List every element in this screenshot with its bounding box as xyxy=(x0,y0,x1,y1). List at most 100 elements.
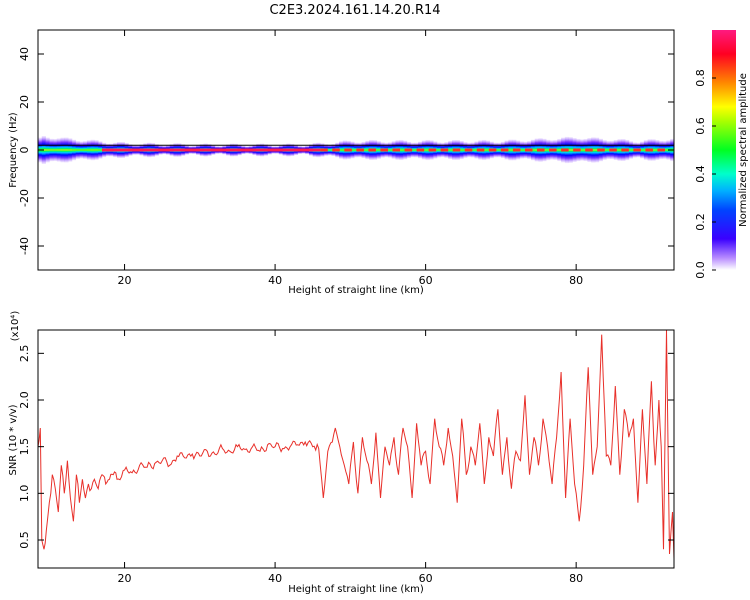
snr-panel: 20 40 60 80 0.5 1.0 1.5 2.0 2.5 Height of straig… xyxy=(8,311,675,595)
snr-ylabel: SNR (10 * v/v) xyxy=(8,404,19,475)
spectral-band-column xyxy=(410,142,415,158)
snr-ytick-label: 2.0 xyxy=(18,391,31,409)
spectral-band-column xyxy=(45,137,50,163)
spectral-band-column xyxy=(339,141,344,159)
spectral-band-column xyxy=(530,139,536,161)
spectral-peak-segment xyxy=(621,148,629,152)
spectral-peak-segment xyxy=(573,148,581,152)
spectrogram-xtick-label: 80 xyxy=(569,274,583,287)
spectral-band-column xyxy=(83,141,88,159)
spectral-band-column xyxy=(651,139,656,161)
spectral-band-column xyxy=(557,138,562,162)
spectral-band xyxy=(38,135,675,165)
spectral-band-column xyxy=(350,141,355,159)
spectral-band-column xyxy=(655,140,660,160)
colorbar-tick-label: 0.8 xyxy=(694,69,707,87)
spectral-band-column xyxy=(628,141,633,159)
colorbar-tick-label: 0.0 xyxy=(694,261,707,279)
spectral-band-column xyxy=(71,139,77,161)
spectral-peak-segment xyxy=(657,148,665,152)
spectral-band-column xyxy=(470,142,475,158)
spectral-peak-segment xyxy=(368,148,376,152)
spectral-band-column xyxy=(68,138,73,162)
spectral-peak-segment xyxy=(464,148,473,152)
spectral-peak-segment xyxy=(404,148,413,152)
snr-ytick-label: 2.5 xyxy=(18,345,31,363)
snr-ytick-label: 1.5 xyxy=(18,438,31,456)
spectral-peak-segment xyxy=(537,148,545,152)
spectral-band-column xyxy=(436,142,442,158)
spectral-band-column xyxy=(365,140,370,160)
spectral-peak-segment xyxy=(561,148,569,152)
spectral-band-column xyxy=(459,140,464,160)
spectral-peak-segment xyxy=(524,148,533,152)
spectral-band-column xyxy=(98,141,103,159)
colorbar-ticks: 0.0 0.2 0.4 0.6 0.8 xyxy=(694,69,716,279)
spectral-band-column xyxy=(399,139,404,161)
snr-series-line xyxy=(37,329,675,559)
spectrogram-ytick-label: 0 xyxy=(18,147,31,154)
spectral-band-column xyxy=(617,139,622,161)
spectral-peak-segment xyxy=(500,148,509,152)
spectral-peak-ridge xyxy=(101,148,321,152)
spectral-peak-segment xyxy=(344,148,352,152)
colorbar-tick-label: 0.6 xyxy=(694,117,707,135)
spectral-band-column xyxy=(579,139,585,161)
spectrogram-xtick-label: 60 xyxy=(419,274,433,287)
spectral-band-column xyxy=(568,137,573,163)
snr-xlabel: Height of straight line (km) xyxy=(288,584,424,595)
spectral-band-column xyxy=(90,139,95,161)
spectrogram-xtick-label: 20 xyxy=(118,274,132,287)
spectral-peak-segment xyxy=(440,148,449,152)
spectral-peak-segment xyxy=(633,148,641,152)
snr-xtick-label: 40 xyxy=(268,572,282,585)
spectral-peak-segment xyxy=(416,148,425,152)
snr-xtick-label: 60 xyxy=(419,572,433,585)
spectrogram-panel: 20 40 60 80 40 20 0 -20 -40 Height of straight l… xyxy=(8,29,675,296)
spectral-peak-segment xyxy=(476,148,485,152)
spectrogram-ylabel: Frequency (Hz) xyxy=(8,112,19,188)
snr-ytick-label: 1.0 xyxy=(18,485,31,503)
snr-yunit: (x10⁴) xyxy=(10,311,21,342)
spectral-band-column xyxy=(425,139,430,161)
spectral-band-column xyxy=(519,141,524,159)
spectral-peak-segment xyxy=(488,148,497,152)
snr-frame xyxy=(37,329,675,569)
spectrogram-ytick-label: 20 xyxy=(18,95,31,109)
spectrogram-xlabel: Height of straight line (km) xyxy=(288,285,424,296)
spectral-band-column xyxy=(75,141,80,159)
spectrogram-ytick-label: -40 xyxy=(18,237,31,255)
spectrogram-ticks: 20 40 60 80 40 20 0 -20 -40 xyxy=(18,30,674,287)
colorbar-tick-label: 0.4 xyxy=(694,165,707,183)
spectral-band-column xyxy=(56,138,61,162)
snr-xtick-label: 80 xyxy=(569,572,583,585)
snr-xtick-label: 20 xyxy=(118,572,132,585)
spectral-band-column xyxy=(376,141,381,159)
spectral-band-column xyxy=(606,140,611,160)
spectral-band-column xyxy=(60,137,65,163)
spectral-band-column xyxy=(414,142,419,158)
spectral-peak-segment xyxy=(320,148,328,152)
spectral-band-column xyxy=(79,141,84,159)
spectral-peak-segment xyxy=(356,148,364,152)
snr-ytick-label: 0.5 xyxy=(18,531,31,549)
spectral-peak-segment xyxy=(332,148,340,152)
spectral-peak-segment xyxy=(452,148,461,152)
spectral-band-column xyxy=(86,140,92,160)
spectral-band-column xyxy=(448,140,453,160)
spectral-band-column xyxy=(474,141,479,159)
spectral-band-column xyxy=(387,142,393,158)
spectral-band-column xyxy=(534,138,539,162)
snr-ticks: 20 40 60 80 0.5 1.0 1.5 2.0 2.5 xyxy=(18,330,674,585)
spectral-band-column xyxy=(327,144,332,156)
spectrogram-ytick-label: 40 xyxy=(18,47,31,61)
spectral-peak-segment xyxy=(645,148,653,152)
colorbar-tick-label: 0.2 xyxy=(694,213,707,231)
spectral-peak-segment xyxy=(549,148,557,152)
spectral-band-column xyxy=(49,138,54,162)
spectral-band-column xyxy=(546,139,551,161)
spectral-peak-segment xyxy=(597,148,605,152)
colorbar-gradient xyxy=(712,30,736,270)
spectral-peak-segment xyxy=(609,148,617,152)
spectral-band-column xyxy=(485,140,490,160)
